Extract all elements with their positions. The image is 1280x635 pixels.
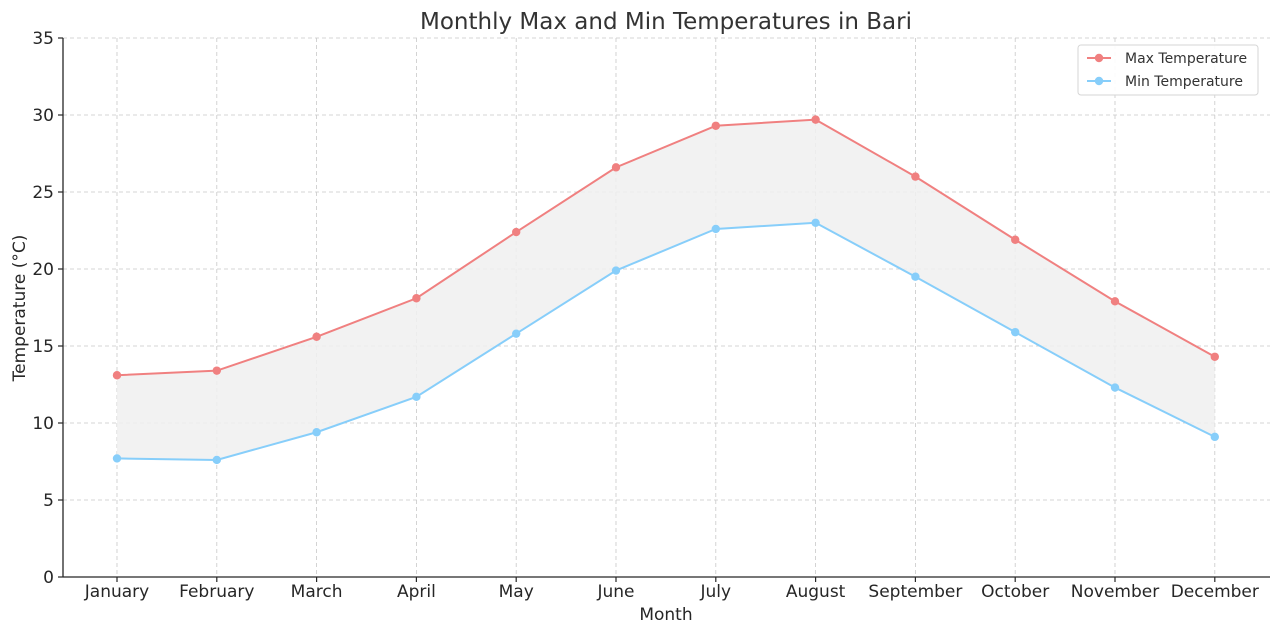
data-point <box>312 332 321 341</box>
data-point <box>711 224 720 234</box>
data-point <box>1210 432 1220 442</box>
data-point <box>1110 383 1120 392</box>
x-tick-label: October <box>981 582 1049 602</box>
series-lines <box>112 115 1220 465</box>
y-tick-label: 25 <box>32 183 54 203</box>
tick-labels: 0 5 10 15 20 25 30 35 January February March April M… <box>32 29 1259 602</box>
x-axis-label: Month <box>639 605 692 625</box>
data-point <box>312 428 321 437</box>
x-tick-label: July <box>700 582 732 602</box>
data-point <box>1011 235 1020 244</box>
legend-item: Min Temperature <box>1087 74 1243 90</box>
y-tick-label: 0 <box>43 568 54 588</box>
x-tick-label: February <box>179 582 254 602</box>
y-tick-label: 35 <box>32 29 54 49</box>
data-point <box>811 218 820 227</box>
y-tick-label: 15 <box>32 337 54 357</box>
fill-between-area <box>117 119 1215 460</box>
data-point <box>512 329 521 338</box>
series-line <box>116 118 1216 377</box>
data-point <box>112 371 122 380</box>
x-tick-label: September <box>868 582 962 602</box>
x-tick-label: March <box>291 582 343 602</box>
data-point <box>811 115 820 124</box>
legend-label: Min Temperature <box>1125 74 1243 90</box>
legend-swatch-marker <box>1094 53 1104 63</box>
data-point <box>1110 297 1120 306</box>
legend-item: Max Temperature <box>1087 51 1247 67</box>
x-tick-label: December <box>1171 582 1259 602</box>
x-tick-label: November <box>1071 582 1159 602</box>
x-tick-label: May <box>499 582 534 602</box>
data-point <box>711 121 720 130</box>
y-tick-label: 10 <box>32 414 54 434</box>
series-min <box>112 218 1220 465</box>
legend-box <box>1077 44 1259 96</box>
data-point <box>1210 352 1220 361</box>
data-point <box>611 163 621 172</box>
y-tick-label: 5 <box>43 491 54 511</box>
data-point <box>112 454 122 463</box>
x-tick-label: August <box>786 582 846 602</box>
temperature-range-fill <box>117 119 1215 460</box>
x-tick-label: April <box>397 582 436 602</box>
data-point <box>512 227 521 237</box>
data-point <box>412 294 421 303</box>
legend-label: Max Temperature <box>1125 51 1247 67</box>
legend: Max Temperature Min Temperature <box>1077 44 1259 96</box>
x-tick-label: January <box>84 582 149 602</box>
chart-title: Monthly Max and Min Temperatures in Bari <box>420 9 912 35</box>
data-point <box>1011 327 1020 337</box>
data-point <box>212 366 221 375</box>
axes <box>58 37 1270 582</box>
data-point <box>412 392 421 402</box>
data-point <box>212 455 221 465</box>
y-tick-label: 30 <box>32 106 54 126</box>
data-point <box>611 266 621 275</box>
y-axis-label: Temperature (°C) <box>10 235 30 383</box>
x-tick-label: June <box>596 582 634 602</box>
series-line <box>116 221 1216 461</box>
y-tick-label: 20 <box>32 260 54 280</box>
data-point <box>911 172 920 181</box>
series-max <box>112 115 1220 380</box>
legend-swatch-marker <box>1094 76 1104 86</box>
data-point <box>911 272 920 281</box>
